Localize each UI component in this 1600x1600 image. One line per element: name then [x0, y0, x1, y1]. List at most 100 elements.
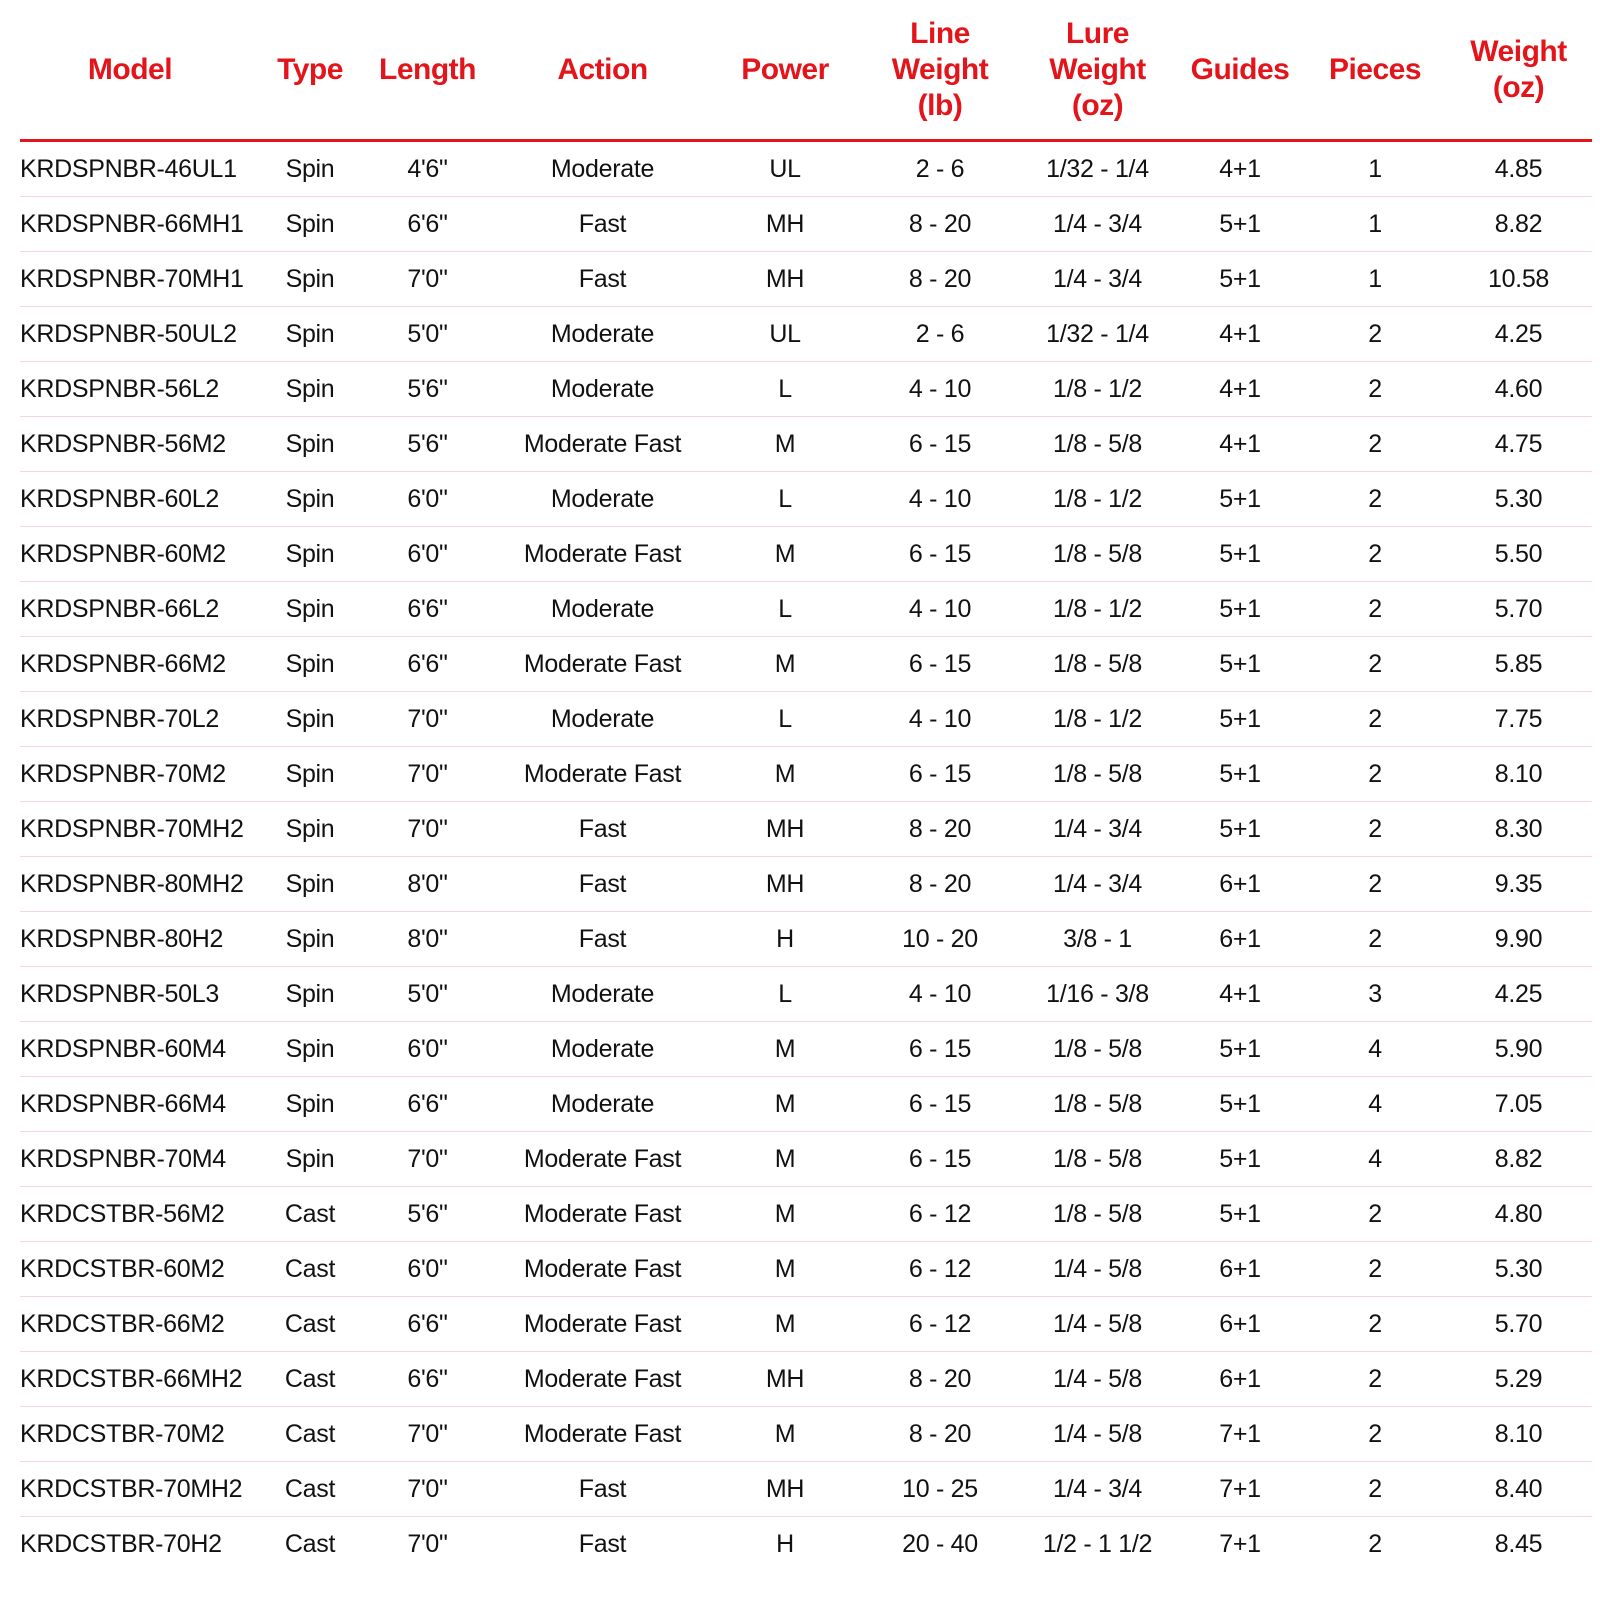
cell-pieces: 4 — [1305, 1076, 1445, 1132]
cell-line-weight: 10 - 25 — [860, 1461, 1020, 1517]
cell-power: L — [710, 581, 860, 637]
cell-pieces: 2 — [1305, 416, 1445, 472]
cell-type: Spin — [260, 966, 360, 1022]
column-header-model: Model — [20, 0, 260, 142]
cell-action: Moderate — [495, 140, 710, 197]
cell-power: UL — [710, 140, 860, 197]
cell-lure-weight: 1/8 - 5/8 — [1020, 746, 1175, 802]
header-text: (oz) — [1492, 70, 1545, 104]
cell-line-weight: 8 - 20 — [860, 196, 1020, 252]
header-text: Line — [910, 16, 970, 50]
cell-lure-weight: 1/8 - 1/2 — [1020, 691, 1175, 747]
cell-type: Spin — [260, 746, 360, 802]
cell-length: 8'0" — [360, 856, 495, 912]
cell-length: 7'0" — [360, 251, 495, 307]
cell-type: Cast — [260, 1186, 360, 1242]
cell-guides: 5+1 — [1175, 471, 1305, 527]
cell-pieces: 2 — [1305, 801, 1445, 857]
cell-guides: 5+1 — [1175, 1131, 1305, 1187]
cell-guides: 7+1 — [1175, 1461, 1305, 1517]
cell-guides: 5+1 — [1175, 1021, 1305, 1077]
cell-weight: 4.25 — [1445, 306, 1592, 362]
column-header-length: Length — [360, 0, 495, 142]
cell-weight: 5.30 — [1445, 1241, 1592, 1297]
cell-pieces: 2 — [1305, 856, 1445, 912]
cell-action: Fast — [495, 856, 710, 912]
cell-action: Moderate Fast — [495, 636, 710, 692]
cell-power: MH — [710, 251, 860, 307]
cell-guides: 6+1 — [1175, 856, 1305, 912]
cell-weight: 10.58 — [1445, 251, 1592, 307]
cell-length: 6'6" — [360, 196, 495, 252]
table-row: KRDCSTBR-70H2 Cast 7'0" Fast H 20 - 40 1/2 - 1… — [20, 1517, 1592, 1572]
cell-model: KRDSPNBR-66MH1 — [20, 196, 260, 252]
cell-guides: 5+1 — [1175, 801, 1305, 857]
cell-length: 7'0" — [360, 746, 495, 802]
cell-pieces: 2 — [1305, 471, 1445, 527]
cell-guides: 6+1 — [1175, 1351, 1305, 1407]
cell-pieces: 2 — [1305, 691, 1445, 747]
cell-action: Fast — [495, 911, 710, 967]
cell-power: M — [710, 416, 860, 472]
cell-length: 5'6" — [360, 361, 495, 417]
cell-weight: 5.85 — [1445, 636, 1592, 692]
cell-type: Spin — [260, 196, 360, 252]
cell-pieces: 2 — [1305, 1241, 1445, 1297]
cell-lure-weight: 1/8 - 5/8 — [1020, 1076, 1175, 1132]
cell-line-weight: 6 - 15 — [860, 1076, 1020, 1132]
cell-weight: 5.70 — [1445, 581, 1592, 637]
cell-guides: 5+1 — [1175, 581, 1305, 637]
cell-type: Spin — [260, 306, 360, 362]
cell-pieces: 2 — [1368, 1529, 1382, 1558]
cell-weight: 7.05 — [1445, 1076, 1592, 1132]
cell-length: 5'6" — [360, 1186, 495, 1242]
cell-guides: 4+1 — [1175, 966, 1305, 1022]
cell-model: KRDSPNBR-60M2 — [20, 526, 260, 582]
cell-weight: 5.50 — [1445, 526, 1592, 582]
cell-action: Moderate Fast — [495, 416, 710, 472]
cell-power: MH — [710, 196, 860, 252]
cell-weight: 5.70 — [1445, 1296, 1592, 1352]
cell-weight: 5.29 — [1445, 1351, 1592, 1407]
cell-line-weight: 4 - 10 — [860, 691, 1020, 747]
cell-length: 5'6" — [360, 416, 495, 472]
cell-pieces: 2 — [1305, 361, 1445, 417]
cell-length: 6'6" — [360, 1351, 495, 1407]
cell-weight: 5.30 — [1445, 471, 1592, 527]
cell-type: Cast — [260, 1296, 360, 1352]
cell-action: Moderate — [495, 966, 710, 1022]
cell-weight: 5.90 — [1445, 1021, 1592, 1077]
cell-model: KRDSPNBR-56L2 — [20, 361, 260, 417]
cell-action: Fast — [495, 251, 710, 307]
header-text: Action — [557, 52, 648, 86]
cell-guides: 4+1 — [1175, 306, 1305, 362]
cell-lure-weight: 1/4 - 5/8 — [1020, 1296, 1175, 1352]
cell-pieces: 4 — [1305, 1021, 1445, 1077]
cell-line-weight: 6 - 15 — [860, 416, 1020, 472]
cell-weight: 8.45 — [1494, 1529, 1543, 1558]
cell-model: KRDSPNBR-66M4 — [20, 1076, 260, 1132]
cell-action: Moderate Fast — [495, 1406, 710, 1462]
cell-lure-weight: 1/8 - 1/2 — [1020, 361, 1175, 417]
cell-pieces: 1 — [1305, 140, 1445, 197]
cell-action: Moderate — [495, 471, 710, 527]
cell-line-weight: 6 - 15 — [860, 1131, 1020, 1187]
cell-length: 7'0" — [360, 1461, 495, 1517]
table-row: KRDSPNBR-70L2 Spin 7'0" Moderate L 4 - 10 1/8 … — [20, 691, 1592, 747]
cell-model: KRDSPNBR-60M4 — [20, 1021, 260, 1077]
table-row: KRDSPNBR-56M2 Spin 5'6" Moderate Fast M 6 - 1… — [20, 416, 1592, 472]
cell-pieces: 2 — [1305, 1461, 1445, 1517]
cell-model: KRDSPNBR-46UL1 — [20, 140, 260, 197]
cell-model: KRDSPNBR-70M4 — [20, 1131, 260, 1187]
cell-lure-weight: 1/4 - 3/4 — [1020, 1461, 1175, 1517]
table-row: KRDCSTBR-70MH2 Cast 7'0" Fast MH 10 - 25 1/4 -… — [20, 1461, 1592, 1517]
cell-type: Spin — [260, 581, 360, 637]
cell-pieces: 2 — [1305, 1406, 1445, 1462]
cell-guides: 5+1 — [1175, 746, 1305, 802]
cell-action: Moderate — [495, 306, 710, 362]
cell-pieces: 4 — [1305, 1131, 1445, 1187]
cell-weight: 8.30 — [1445, 801, 1592, 857]
cell-type: Spin — [260, 1076, 360, 1132]
header-text: Length — [379, 52, 476, 86]
column-header-weight: Weight (oz) — [1445, 0, 1592, 142]
